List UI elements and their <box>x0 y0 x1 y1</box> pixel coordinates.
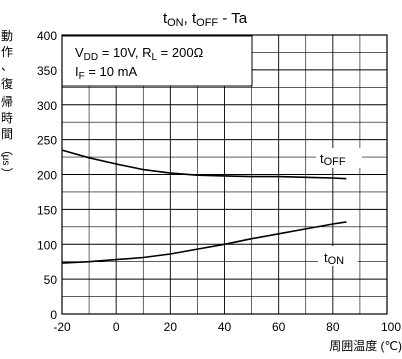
cond-text: I <box>75 64 79 79</box>
x-tick-label: 60 <box>272 320 286 334</box>
cond-sub: F <box>79 71 85 82</box>
series-line-toff <box>61 149 347 180</box>
title-sub: OFF <box>196 17 218 29</box>
condition-line-1: VDD = 10V, RL = 200Ω <box>75 45 204 63</box>
x-axis-label: 周囲温度 (℃) <box>329 338 402 353</box>
y-axis-label-char: ︶ <box>1 167 13 181</box>
conditions-box: VDD = 10V, RL = 200Ω IF = 10 mA <box>61 35 253 87</box>
y-tick-labels: 0 50 100 150 200 250 300 350 400 <box>37 29 57 322</box>
series-label-ton: tON <box>318 246 358 267</box>
y-tick-label: 150 <box>37 203 57 217</box>
cond-text: = 10V, R <box>98 45 151 60</box>
svg-text:tON: tON <box>324 250 344 267</box>
y-tick-label: 350 <box>37 64 57 78</box>
cond-sub: DD <box>84 52 98 63</box>
series-layer <box>61 149 347 264</box>
x-tick-label: 40 <box>218 320 232 334</box>
title-sub: ON <box>167 17 184 29</box>
y-axis-label-char: 帰 <box>1 95 13 109</box>
cond-text: = 10 mA <box>85 64 138 79</box>
y-tick-label: 400 <box>37 29 57 43</box>
y-axis-label-char: ︵ <box>1 143 13 157</box>
y-axis-label-char: 動 <box>1 29 13 43</box>
y-tick-label: 200 <box>37 169 57 183</box>
title-part: , t <box>184 10 197 27</box>
title-part: t <box>163 10 168 27</box>
title-part: - Ta <box>218 10 248 27</box>
toff-label-sub: OFF <box>324 156 346 168</box>
y-tick-label: 0 <box>50 308 57 322</box>
x-tick-label: 20 <box>164 320 178 334</box>
plot-frame <box>61 34 388 315</box>
y-tick-label: 250 <box>37 134 57 148</box>
ton-label-sub: ON <box>328 255 345 267</box>
y-tick-label: 50 <box>44 273 58 287</box>
x-tick-label: 100 <box>381 320 401 334</box>
chart-title: tON, tOFF - Ta <box>163 10 248 29</box>
ton-label-base: t <box>324 250 328 265</box>
x-tick-labels: -20 0 20 40 60 80 100 <box>53 320 401 334</box>
x-tick-label: 0 <box>113 320 120 334</box>
y-axis-label-char: μs <box>0 155 11 166</box>
toff-label-base: t <box>320 151 324 166</box>
cond-text: V <box>75 45 84 60</box>
y-tick-label: 100 <box>37 238 57 252</box>
y-axis-label-char: 時 <box>1 111 13 125</box>
cond-sub: L <box>152 52 158 63</box>
y-axis-label-char: 間 <box>1 127 13 141</box>
series-line-ton <box>61 221 347 264</box>
x-tick-label: 80 <box>326 320 340 334</box>
y-axis-label-char: 、 <box>1 59 13 73</box>
y-tick-label: 300 <box>37 99 57 113</box>
condition-line-2: IF = 10 mA <box>75 64 137 82</box>
y-axis-label-char: 作 <box>1 45 13 59</box>
svg-text:tOFF: tOFF <box>320 151 346 168</box>
y-axis-label-char: 復 <box>1 76 13 91</box>
x-tick-label: -20 <box>53 320 71 334</box>
series-label-toff: tOFF <box>316 148 362 168</box>
cond-text: = 200Ω <box>157 45 204 60</box>
